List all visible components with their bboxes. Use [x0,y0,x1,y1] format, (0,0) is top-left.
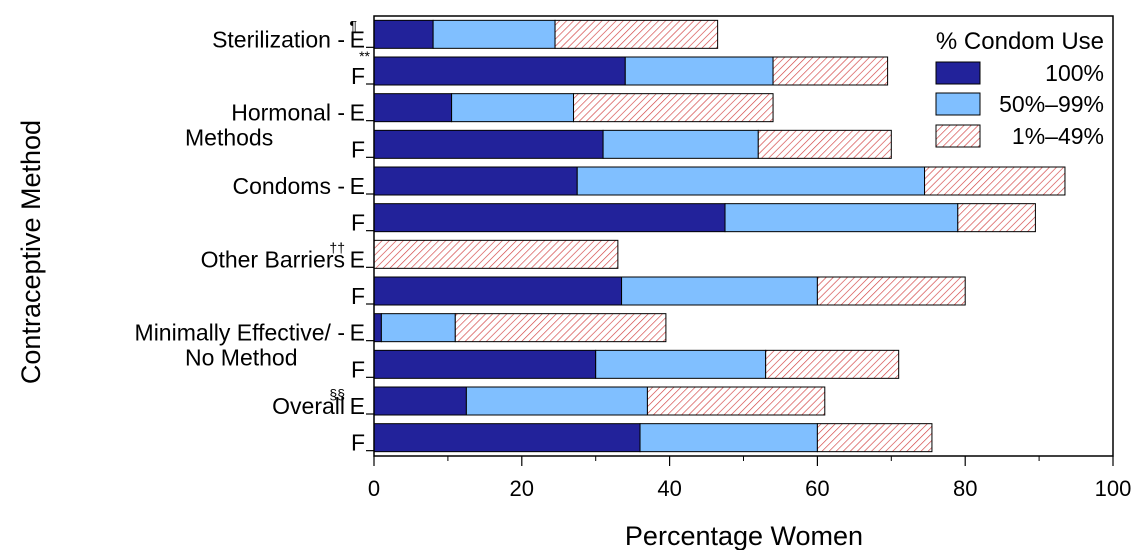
bar-segment-2-row-9 [380,313,456,343]
group-label-4: Other Barriers [201,246,345,272]
bar-segment-1-row-1 [373,19,434,49]
sub-label-6: F [351,210,365,236]
sterilization-f-footnote: ** [359,48,370,64]
bars-layer [373,19,1066,453]
group-footnote-4: †† [329,239,345,255]
group-label-6: Overall [272,393,345,419]
group-label-3: Condoms - [233,173,345,199]
x-axis: 0 20 40 60 80 100 [368,456,1131,501]
x-tick-label-0: 0 [368,476,380,501]
bar-segment-3-row-6 [957,203,1036,233]
sub-label-10: F [351,356,365,382]
x-axis-title: Percentage Women [625,521,863,550]
group-label-1: Sterilization - [212,26,345,52]
bar-segment-3-row-8 [816,276,966,306]
sub-label-3: E [350,100,365,126]
bar-segment-2-row-11 [465,386,648,416]
bar-segment-1-row-5 [373,166,578,196]
legend-swatch-3 [935,124,981,148]
group-label-5: Minimally Effective/ - [135,320,345,346]
sub-label-4: F [351,136,365,162]
bar-segment-3-row-2 [772,56,889,86]
group-label-line2-5: No Method [185,345,298,371]
bar-segment-3-row-9 [454,313,667,343]
bar-segment-3-row-12 [816,423,933,453]
bar-segment-3-row-1 [554,19,719,49]
bar-segment-1-row-12 [373,423,641,453]
bar-segment-2-row-5 [576,166,926,196]
bar-segment-2-row-4 [602,129,759,159]
bar-segment-3-row-10 [765,349,900,379]
sub-label-1: E [350,26,365,52]
x-tick-label-100: 100 [1095,476,1132,501]
bar-segment-1-row-8 [373,276,623,306]
x-tick-label-80: 80 [953,476,977,501]
bar-segment-3-row-4 [757,129,892,159]
bar-segment-2-row-10 [595,349,767,379]
x-tick-label-40: 40 [657,476,681,501]
group-label-2: Hormonal - [231,100,345,126]
bar-segment-3-row-11 [646,386,826,416]
bar-segment-1-row-6 [373,203,726,233]
bar-segment-2-row-3 [451,93,575,123]
bar-segment-3-row-7 [373,239,619,269]
sub-label-2: F [351,63,365,89]
bar-segment-2-row-12 [639,423,818,453]
bar-segment-3-row-5 [924,166,1066,196]
bar-segment-1-row-9 [373,313,382,343]
bar-segment-1-row-2 [373,56,626,86]
group-label-line2-2: Methods [185,125,273,151]
x-tick-label-60: 60 [805,476,829,501]
legend-label-2: 50%–99% [999,91,1104,117]
bar-segment-2-row-8 [621,276,818,306]
group-footnote-1: ¶ [349,17,357,33]
bar-segment-2-row-2 [624,56,774,86]
y-axis-title: Contraceptive Method [16,120,46,384]
bar-segment-1-row-3 [373,93,453,123]
plot-frame [373,15,1114,457]
sub-label-12: F [351,430,365,456]
bar-segment-1-row-4 [373,129,604,159]
legend-swatch-2 [935,92,981,116]
sub-label-7: E [350,246,365,272]
bar-segment-2-row-1 [432,19,556,49]
bar-segment-2-row-6 [724,203,959,233]
legend-label-1: 100% [1045,60,1104,86]
bar-segment-3-row-3 [573,93,774,123]
sub-label-8: F [351,283,365,309]
bar-segment-1-row-11 [373,386,467,416]
legend: % Condom Use 100% 50%–99% 1%–49% [935,28,1104,149]
sub-label-5: E [350,173,365,199]
legend-swatch-1 [935,61,981,85]
x-tick-label-20: 20 [510,476,534,501]
legend-label-3: 1%–49% [1012,123,1104,149]
group-footnote-6: §§ [329,386,345,402]
sub-label-9: E [350,320,365,346]
legend-title: % Condom Use [936,28,1104,55]
bar-segment-1-row-10 [373,349,597,379]
sub-label-11: E [350,393,365,419]
